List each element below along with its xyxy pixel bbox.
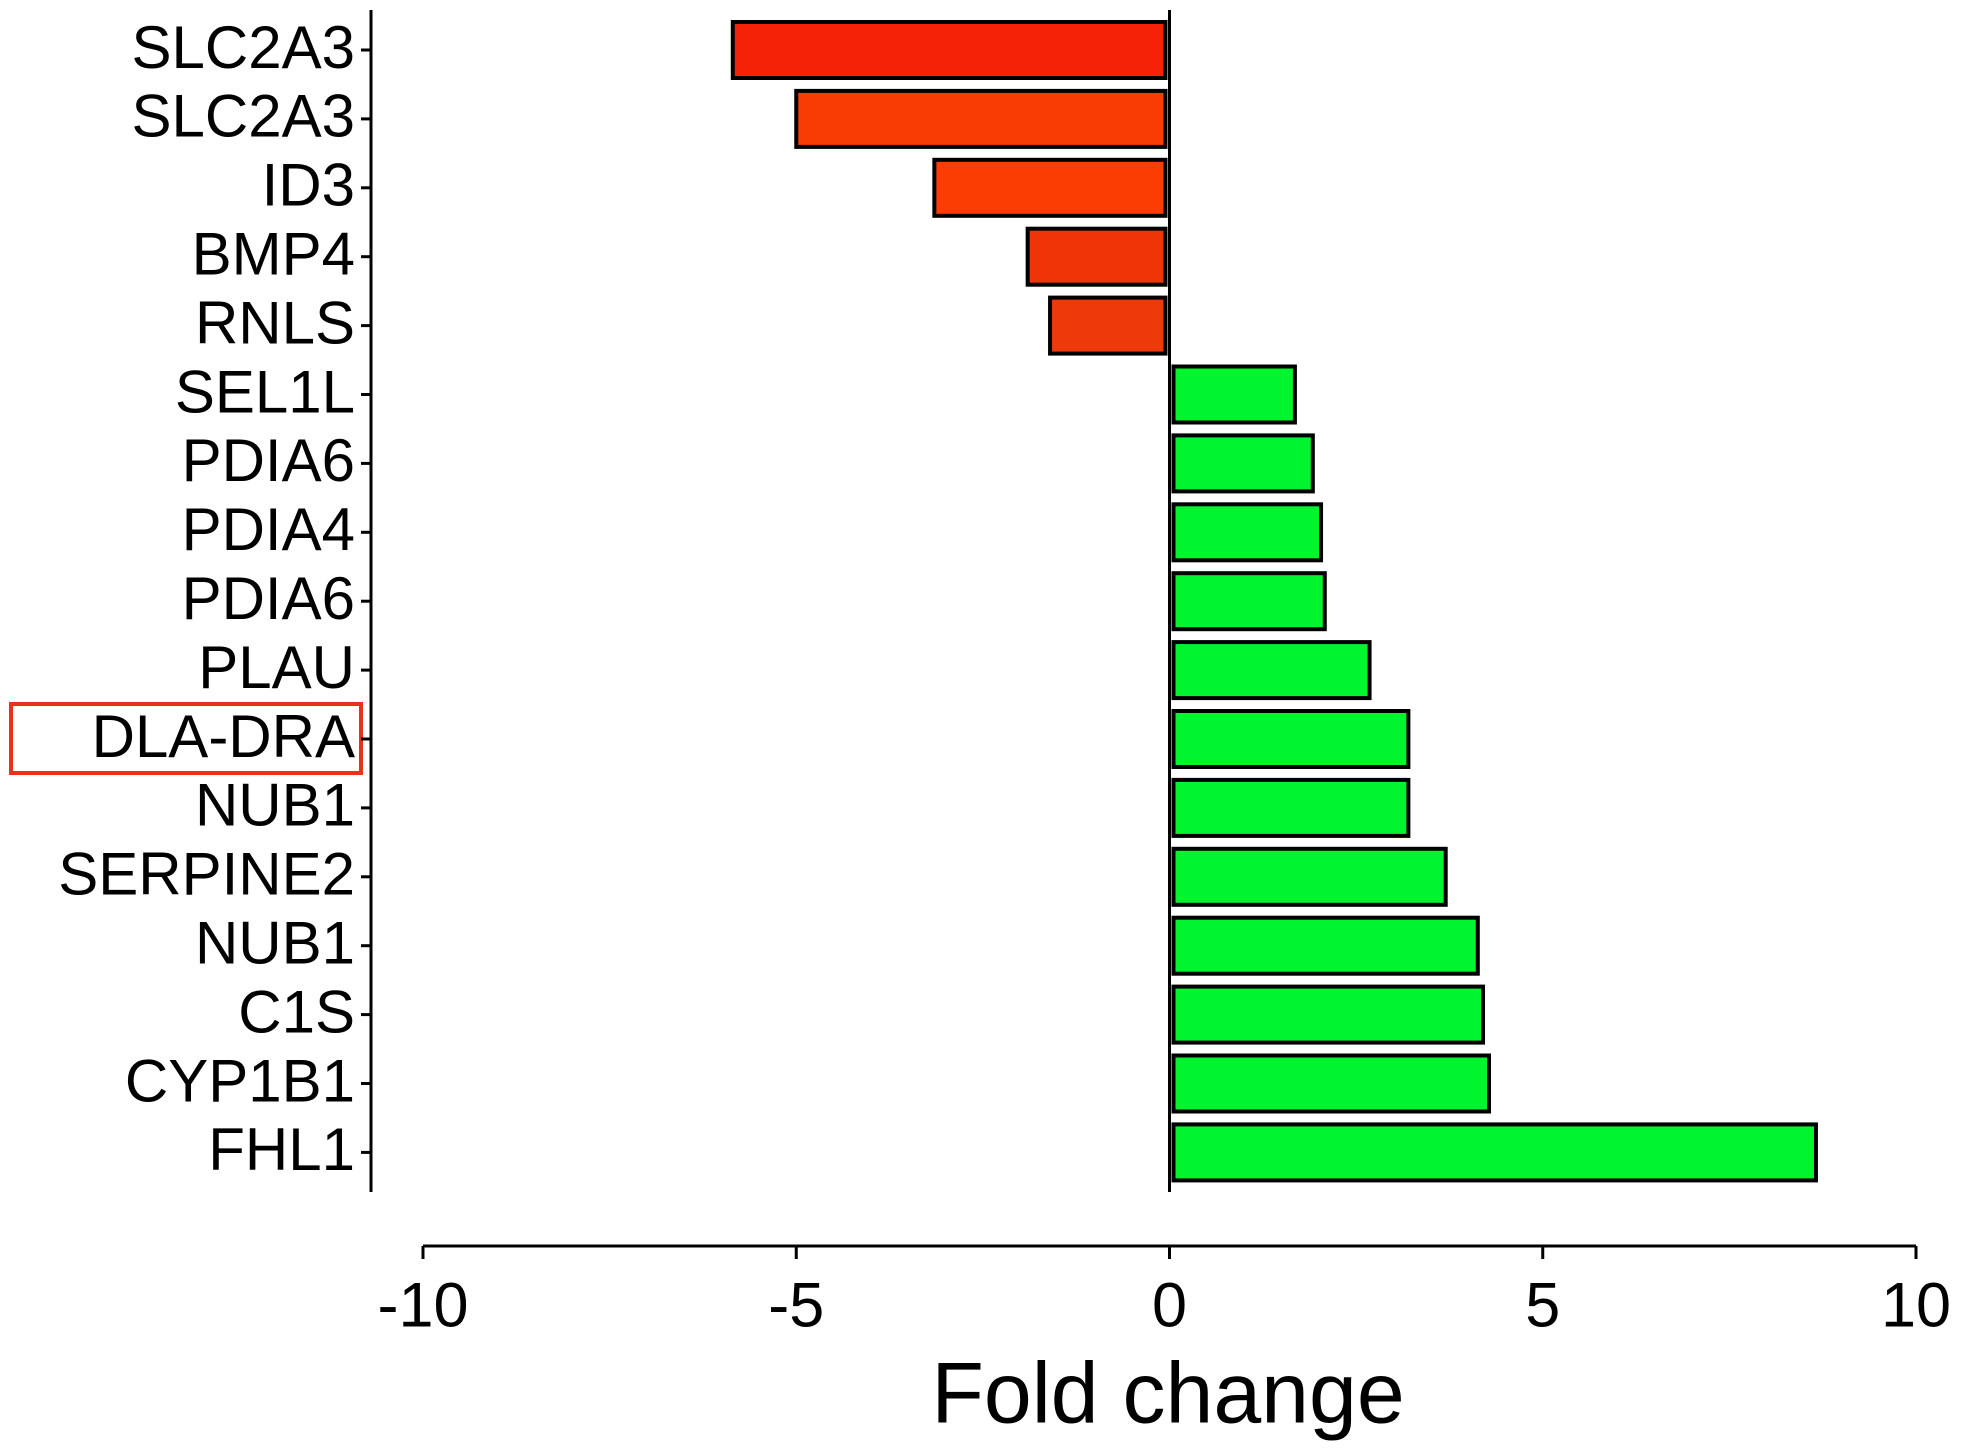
bar bbox=[794, 88, 1168, 149]
y-tick-label: PDIA4 bbox=[182, 496, 355, 563]
x-tick-label: 5 bbox=[1525, 1271, 1560, 1341]
bar bbox=[1171, 640, 1372, 701]
y-tick-label: NUB1 bbox=[195, 772, 355, 839]
y-tick-label: PDIA6 bbox=[182, 427, 355, 494]
bar bbox=[1171, 777, 1411, 838]
bar bbox=[1171, 915, 1480, 976]
x-axis-label: Fold change bbox=[931, 1346, 1404, 1442]
x-tick-label: -10 bbox=[377, 1271, 468, 1341]
bar bbox=[1171, 1122, 1818, 1183]
y-tick-label: DLA-DRA bbox=[92, 703, 355, 770]
y-tick-label: SERPINE2 bbox=[58, 841, 355, 908]
y-tick-label: PDIA6 bbox=[182, 565, 355, 632]
bar bbox=[1048, 295, 1168, 356]
bar bbox=[1025, 226, 1168, 287]
y-tick-label: C1S bbox=[238, 978, 355, 1045]
x-tick-label: -5 bbox=[768, 1271, 824, 1341]
x-tick-label: 10 bbox=[1881, 1271, 1951, 1341]
bar bbox=[1171, 502, 1324, 563]
y-tick-label: FHL1 bbox=[208, 1116, 355, 1183]
bar bbox=[1171, 846, 1448, 907]
bar bbox=[1171, 364, 1297, 425]
y-tick-label: SLC2A3 bbox=[132, 83, 355, 150]
bar bbox=[932, 157, 1168, 218]
y-tick-label: BMP4 bbox=[192, 221, 355, 288]
y-tick-label: NUB1 bbox=[195, 910, 355, 977]
y-tick-label: PLAU bbox=[198, 634, 355, 701]
bar bbox=[1171, 1053, 1492, 1114]
y-tick-label: ID3 bbox=[262, 152, 355, 219]
y-tick-label: CYP1B1 bbox=[125, 1047, 355, 1114]
bar bbox=[1171, 433, 1315, 494]
y-tick-label: SLC2A3 bbox=[132, 14, 355, 81]
bar bbox=[1171, 571, 1327, 632]
bar bbox=[1171, 709, 1411, 769]
y-tick-label: SEL1L bbox=[175, 358, 355, 425]
y-tick-label: RNLS bbox=[195, 289, 355, 356]
x-tick-label: 0 bbox=[1152, 1271, 1187, 1341]
bar bbox=[1171, 984, 1486, 1045]
bar bbox=[730, 20, 1168, 80]
